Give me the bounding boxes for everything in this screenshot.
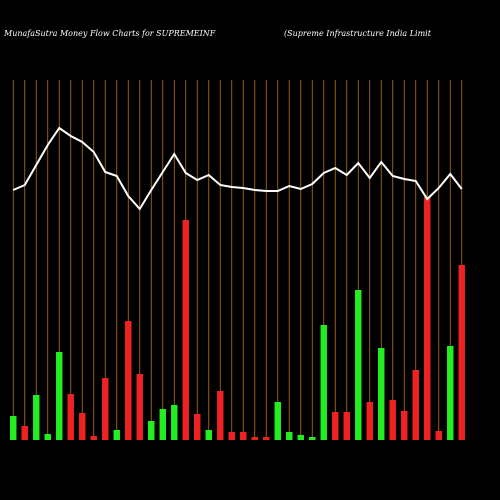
bar xyxy=(378,348,385,440)
bar xyxy=(67,394,74,440)
bar xyxy=(194,414,201,440)
bar xyxy=(332,412,339,440)
bar xyxy=(286,432,293,440)
bar xyxy=(205,430,212,440)
bar xyxy=(366,402,373,440)
bar xyxy=(320,325,327,440)
bar xyxy=(309,437,316,440)
bar xyxy=(424,197,431,440)
bar xyxy=(240,432,247,440)
line xyxy=(12,126,463,211)
bar xyxy=(79,413,86,440)
bar xyxy=(217,391,224,440)
bar xyxy=(389,400,396,440)
bar xyxy=(113,430,120,440)
bar xyxy=(435,431,442,440)
chart-subtitle: (Supreme Infrastructure India Limit xyxy=(284,29,432,38)
bar xyxy=(44,434,51,440)
bar xyxy=(228,432,235,440)
bar xyxy=(251,437,258,440)
bar xyxy=(56,352,63,440)
bar xyxy=(33,395,40,440)
bar xyxy=(182,220,189,440)
bar xyxy=(171,405,178,440)
bar xyxy=(447,346,454,440)
bar xyxy=(412,370,419,440)
bar xyxy=(21,426,28,440)
bar xyxy=(10,416,17,440)
bar xyxy=(125,321,132,440)
bar xyxy=(102,378,109,440)
bar xyxy=(263,437,270,440)
bar xyxy=(136,374,143,440)
bar xyxy=(90,436,97,440)
bar xyxy=(297,435,304,440)
bar xyxy=(274,402,281,440)
chart-title: MunafaSutra Money Flow Charts for SUPREM… xyxy=(3,29,216,38)
bar xyxy=(159,409,166,440)
bar xyxy=(343,412,350,440)
bar xyxy=(401,411,408,440)
bar xyxy=(458,265,465,440)
bar xyxy=(148,421,155,440)
bar xyxy=(355,290,362,440)
